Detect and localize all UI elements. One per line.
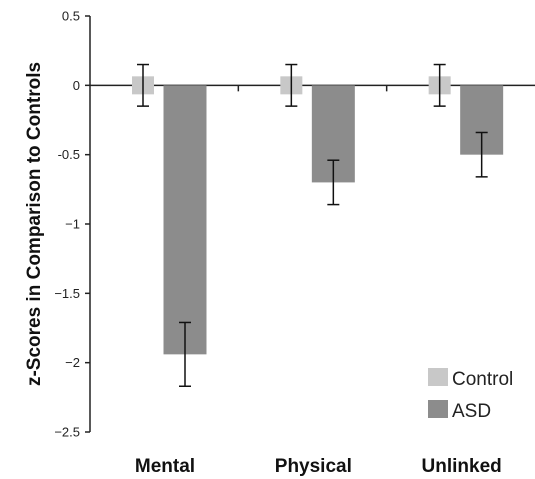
legend-swatch-asd	[428, 400, 448, 418]
y-tick-label: 0	[73, 78, 80, 93]
plot-area: 0.5 0 -0.5 −1 −1.5 −2 −2.5 Mental Physical Unlink…	[54, 9, 535, 477]
y-tick-label: −1	[65, 217, 80, 232]
bar-asd-mental	[163, 85, 207, 355]
legend-label-control: Control	[452, 369, 513, 390]
y-tick-label: -0.5	[58, 147, 80, 162]
y-tick-label: −2.5	[54, 425, 80, 440]
legend-swatch-control	[428, 368, 448, 386]
category-label-unlinked: Unlinked	[422, 456, 502, 477]
y-tick-label: −1.5	[54, 286, 80, 301]
y-tick-label: −2	[65, 355, 80, 370]
y-axis-title: z-Scores in Comparison to Controls	[24, 62, 45, 386]
category-label-mental: Mental	[135, 456, 195, 477]
y-tick-label: 0.5	[62, 9, 80, 24]
legend-label-asd: ASD	[452, 401, 491, 422]
category-label-physical: Physical	[275, 456, 352, 477]
legend: Control ASD	[428, 368, 513, 422]
